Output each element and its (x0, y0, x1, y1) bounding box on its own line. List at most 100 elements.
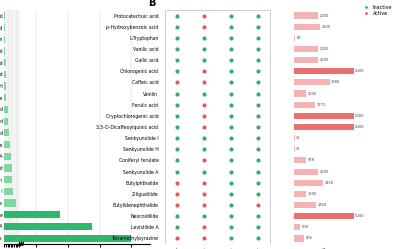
Bar (4, 94, 6, 101)
Bar (4, 199, 16, 207)
Text: 1850: 1850 (318, 203, 327, 207)
Text: Immunotoxicity: Immunotoxicity (208, 246, 234, 249)
Point (228, 170, 234, 174)
Text: 2000: 2000 (320, 47, 329, 51)
Point (174, 170, 180, 174)
Point (228, 225, 234, 229)
Bar (294, 169, 318, 175)
Point (201, 237, 208, 241)
Point (174, 92, 180, 96)
Bar (294, 224, 300, 230)
Text: Mutagenicity: Mutagenicity (239, 246, 261, 249)
Point (255, 225, 261, 229)
Point (255, 136, 261, 140)
Point (174, 36, 180, 40)
Point (201, 69, 208, 73)
Point (201, 192, 208, 196)
Bar (4, 176, 12, 183)
Bar (4, 153, 11, 160)
Point (201, 103, 208, 107)
Point (228, 25, 234, 29)
Point (174, 25, 180, 29)
Point (255, 103, 261, 107)
Text: Carcinogenicity: Carcinogenicity (182, 246, 207, 249)
Bar (4, 223, 92, 230)
Point (228, 136, 234, 140)
Text: 500: 500 (302, 225, 309, 229)
Legend: Inactive, Active: Inactive, Active (359, 3, 394, 18)
Bar (294, 113, 354, 119)
Text: 806: 806 (305, 237, 312, 241)
Point (255, 192, 261, 196)
Point (174, 192, 180, 196)
Point (201, 147, 208, 151)
Bar (4, 36, 5, 43)
Bar (294, 202, 316, 208)
Point (228, 181, 234, 185)
Point (174, 69, 180, 73)
Bar (4, 12, 5, 19)
Point (255, 125, 261, 129)
Point (201, 114, 208, 118)
Point (228, 192, 234, 196)
Bar (294, 191, 306, 197)
Text: 1772: 1772 (317, 103, 326, 107)
Bar (294, 68, 354, 74)
Point (255, 69, 261, 73)
Bar (4, 164, 12, 172)
Bar (4, 47, 6, 55)
Bar (294, 57, 318, 63)
Point (255, 80, 261, 84)
Point (228, 147, 234, 151)
Bar (294, 135, 295, 141)
Point (174, 13, 180, 17)
Bar (4, 118, 8, 125)
Point (255, 147, 261, 151)
Bar (4, 106, 8, 113)
Text: 2450: 2450 (325, 181, 334, 185)
Point (228, 237, 234, 241)
Point (174, 103, 180, 107)
Bar (4, 188, 13, 195)
Point (174, 214, 180, 218)
Bar (294, 12, 318, 19)
Point (255, 25, 261, 29)
Point (201, 25, 208, 29)
Point (255, 114, 261, 118)
Point (201, 92, 208, 96)
Point (174, 237, 180, 241)
Bar (294, 146, 295, 152)
Point (201, 13, 208, 17)
Point (255, 36, 261, 40)
Text: 2000: 2000 (320, 13, 329, 17)
Bar (294, 235, 304, 242)
Point (174, 114, 180, 118)
Point (228, 125, 234, 129)
Point (228, 69, 234, 73)
Text: 80: 80 (297, 36, 301, 40)
Point (201, 158, 208, 162)
Point (228, 214, 234, 218)
Point (201, 80, 208, 84)
Point (228, 203, 234, 207)
Text: 5000: 5000 (355, 69, 364, 73)
Point (174, 181, 180, 185)
Point (255, 203, 261, 207)
Point (174, 158, 180, 162)
Point (228, 92, 234, 96)
Bar (4, 59, 6, 66)
Point (174, 136, 180, 140)
Point (201, 36, 208, 40)
Point (201, 214, 208, 218)
Text: 978: 978 (307, 158, 314, 162)
Bar (4, 129, 9, 136)
Point (201, 181, 208, 185)
Text: 5000: 5000 (355, 114, 364, 118)
Point (255, 181, 261, 185)
Point (228, 13, 234, 17)
Text: 2000: 2000 (320, 58, 329, 62)
Point (255, 214, 261, 218)
Point (174, 225, 180, 229)
Bar (294, 213, 354, 219)
Point (228, 158, 234, 162)
